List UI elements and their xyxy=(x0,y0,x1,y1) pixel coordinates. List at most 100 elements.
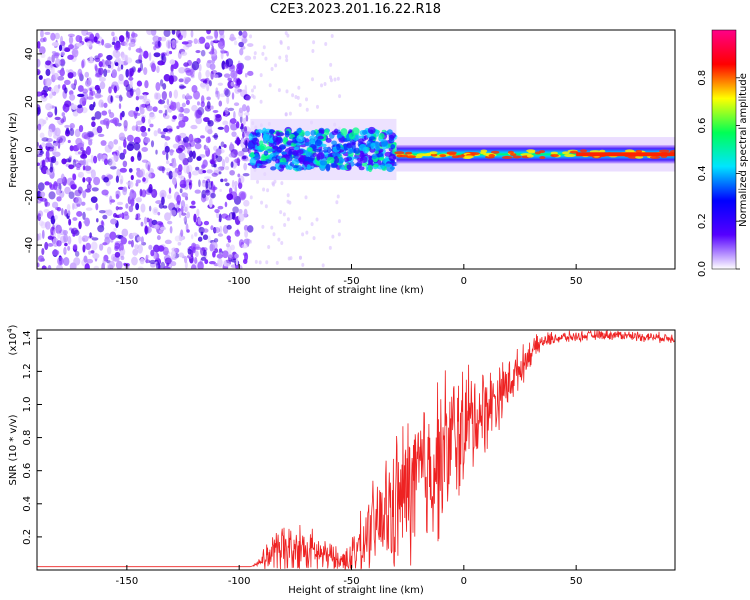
noise-blob xyxy=(115,175,119,183)
spectrogram-panel: -150 -100 -50 0 50 -40 -20 0 20 40 Height of str… xyxy=(8,29,676,296)
noise-blob xyxy=(111,31,115,37)
noise-blob xyxy=(54,106,58,116)
noise-blob xyxy=(72,173,77,181)
noise-blob xyxy=(85,146,91,156)
signal-peak-blob xyxy=(488,154,496,158)
noise-blob xyxy=(59,68,65,77)
noise-blob xyxy=(79,97,87,107)
noise-blob xyxy=(106,69,111,73)
spectrogram-plot xyxy=(37,30,675,269)
noise-blob xyxy=(164,239,172,245)
signal-peak-blob xyxy=(579,149,588,153)
noise-blob xyxy=(77,151,83,155)
faint-blob xyxy=(274,63,278,68)
noise-blob xyxy=(53,84,60,94)
noise-blob xyxy=(131,31,136,38)
signal-peak-blob xyxy=(649,155,661,159)
noise-blob xyxy=(193,213,197,223)
noise-blob xyxy=(226,193,234,201)
noise-blob xyxy=(130,155,135,163)
noise-blob xyxy=(187,156,193,163)
faint-blob xyxy=(253,51,257,56)
noise-blob xyxy=(58,44,63,52)
noise-blob xyxy=(39,46,46,55)
noise-blob xyxy=(171,170,178,178)
signal-onset-blob xyxy=(346,143,353,149)
noise-blob xyxy=(211,57,215,65)
noise-blob xyxy=(81,235,89,242)
faint-blob xyxy=(259,99,263,104)
noise-blob xyxy=(186,95,193,100)
noise-blob xyxy=(113,85,117,94)
noise-blob xyxy=(61,44,66,52)
noise-blob xyxy=(61,158,67,165)
noise-blob xyxy=(177,135,182,142)
noise-blob xyxy=(64,100,72,108)
faint-blob xyxy=(272,182,276,187)
noise-blob xyxy=(208,198,213,208)
snr-y-axis-label: SNR (10 * v/v) xyxy=(8,414,19,485)
noise-blob xyxy=(217,205,224,210)
noise-blob xyxy=(233,102,240,107)
noise-blob xyxy=(242,30,248,39)
faint-blob xyxy=(286,193,290,198)
noise-blob xyxy=(98,61,103,68)
signal-onset-blob xyxy=(291,158,300,165)
noise-blob xyxy=(114,251,121,258)
noise-blob xyxy=(125,203,129,209)
noise-blob xyxy=(60,173,65,183)
signal-peak-blob xyxy=(490,150,500,154)
noise-blob xyxy=(181,115,189,123)
faint-blob xyxy=(256,179,260,184)
faint-blob xyxy=(296,95,300,100)
colorbar-tick-label: 0.4 xyxy=(697,165,708,181)
noise-blob xyxy=(77,174,82,178)
noise-blob xyxy=(103,254,109,262)
faint-blob xyxy=(249,34,253,39)
noise-blob xyxy=(103,176,109,183)
noise-blob xyxy=(180,30,187,36)
noise-blob xyxy=(230,81,235,87)
noise-blob xyxy=(219,188,222,193)
noise-blob xyxy=(119,167,127,173)
noise-blob xyxy=(238,41,244,48)
noise-blob xyxy=(224,156,230,164)
noise-blob xyxy=(122,186,128,192)
noise-blob xyxy=(215,211,220,219)
noise-blob xyxy=(135,197,142,203)
noise-blob xyxy=(64,79,71,86)
noise-blob xyxy=(190,250,194,258)
noise-blob xyxy=(97,53,101,59)
noise-blob xyxy=(37,233,40,242)
signal-peak-blob xyxy=(464,155,474,159)
faint-blob xyxy=(261,224,265,229)
noise-blob xyxy=(94,84,100,91)
signal-onset-blob xyxy=(279,163,286,169)
noise-blob xyxy=(135,120,143,126)
signal-onset-blob xyxy=(299,149,304,155)
noise-blob xyxy=(244,84,248,94)
signal-onset-blob xyxy=(310,129,317,136)
signal-onset-blob xyxy=(368,164,373,173)
signal-onset-blob xyxy=(356,157,364,162)
noise-blob xyxy=(158,166,166,172)
noise-blob xyxy=(152,106,158,112)
noise-blob xyxy=(117,67,121,72)
noise-blob xyxy=(241,147,250,153)
signal-onset-blob xyxy=(275,146,283,153)
faint-blob xyxy=(253,55,257,60)
noise-blob xyxy=(194,109,201,119)
signal-onset-blob xyxy=(263,150,269,156)
signal-onset-blob xyxy=(378,132,385,140)
noise-blob xyxy=(247,225,254,233)
noise-blob xyxy=(68,164,75,170)
snr-x-ticks: -150 -100 -50 0 50 xyxy=(116,565,583,587)
noise-blob xyxy=(146,30,153,36)
noise-blob xyxy=(218,213,222,223)
snr-x-tick-label: 0 xyxy=(461,576,467,587)
noise-blob xyxy=(198,226,205,234)
noise-blob xyxy=(183,216,187,222)
faint-blob xyxy=(310,77,314,82)
noise-blob xyxy=(112,50,117,57)
noise-blob xyxy=(228,252,233,259)
